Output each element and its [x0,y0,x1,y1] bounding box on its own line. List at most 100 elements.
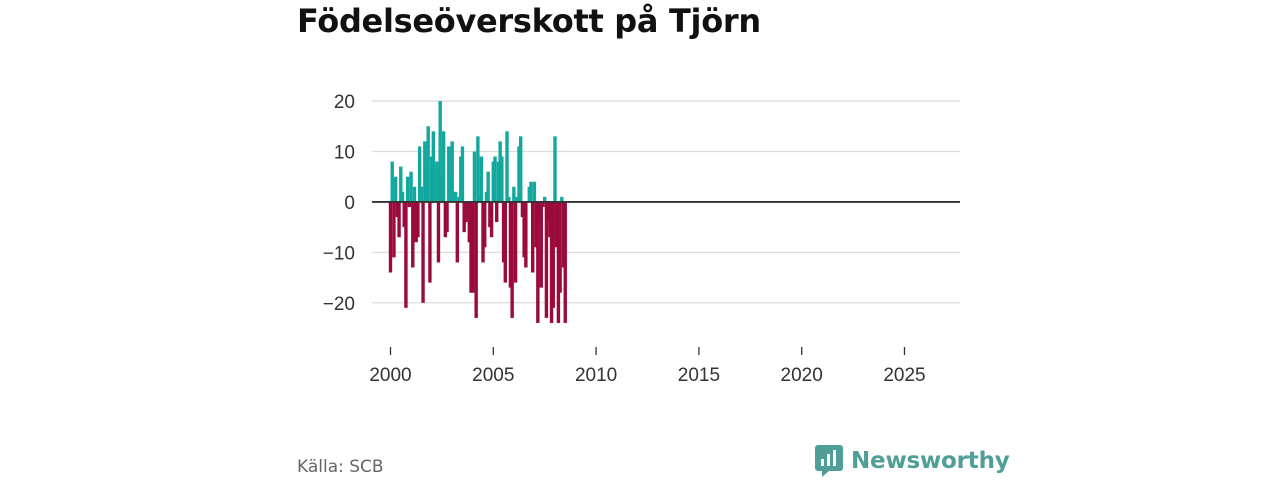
bar [515,196,519,202]
bar [512,186,516,202]
bar [481,201,485,263]
bar [428,201,432,283]
bar [424,166,429,202]
bar [508,201,513,288]
bar [471,201,475,293]
bar [436,201,441,263]
bar [534,201,538,248]
x-axis: 2000 2005 2010 2015 2020 2025 [369,347,926,386]
bar [455,201,460,263]
bar [464,201,468,223]
bar [495,201,499,223]
bar [412,186,417,202]
bar [400,191,405,202]
x-tick-label: 2020 [781,365,823,386]
bar [498,141,502,202]
bar [549,201,554,323]
bar [503,201,507,283]
y-tick-label: −20 [323,294,355,315]
x-tick-label: 2005 [472,365,514,386]
bar [537,201,542,223]
bar [529,181,533,202]
bars [388,101,567,323]
bar [452,191,456,202]
x-tick-label: 2000 [369,365,411,386]
bar [429,156,434,202]
bar [417,146,422,202]
bar [450,141,454,202]
bar [488,201,492,228]
bar [402,201,406,228]
bar [500,156,504,202]
bar [438,101,442,202]
bar [531,201,535,273]
bar [457,196,461,202]
bar [536,201,540,323]
bar [392,201,396,258]
bar [505,131,509,202]
bar [546,201,550,223]
bar [520,201,525,218]
bar [542,196,547,202]
newsworthy-logo-icon [815,445,843,477]
bar [441,131,446,202]
bar [491,161,495,202]
bar [453,191,458,202]
y-axis: 20 10 0 −10 −20 [323,92,355,315]
bar [445,201,449,233]
x-tick-label: 2025 [883,365,925,386]
bar [447,146,451,202]
bar [527,186,531,202]
bar [539,201,543,288]
bar [556,201,561,323]
x-tick-label: 2015 [678,365,720,386]
bar [479,156,483,202]
bar [411,201,415,268]
bar [484,191,489,202]
bar [561,201,566,268]
bar [462,201,466,233]
bar [404,201,408,308]
bar [493,156,497,202]
bar [513,201,518,283]
y-tick-label: 0 [344,193,355,214]
bar [486,171,490,202]
bar [553,136,557,202]
bar [541,201,545,207]
bar [507,196,511,202]
bar [517,146,521,202]
bar [551,201,555,308]
bar [554,201,559,248]
x-tick-label: 2010 [575,365,617,386]
y-tick-label: 20 [334,92,355,113]
bar [548,201,552,238]
bar [460,146,465,202]
bar [519,136,523,202]
bar [560,196,564,202]
bar [407,201,412,207]
bar [524,201,528,268]
bar [426,126,430,202]
bar [448,176,453,202]
bar [476,136,480,202]
bar [390,161,394,202]
bar [489,201,494,238]
bar [397,201,401,238]
bar [409,171,413,202]
bar [501,201,506,263]
bar [544,201,549,318]
bar [435,161,439,202]
bar [421,201,425,303]
bar [472,151,477,202]
bar [522,201,526,258]
bar [469,201,473,293]
bar [474,201,478,318]
bar [395,201,400,218]
y-tick-label: 10 [334,142,355,163]
bar [440,176,444,202]
brand-logo[interactable]: Newsworthy [815,445,1010,477]
bar [532,181,537,202]
bar [393,176,398,202]
bar [431,131,436,202]
source-label: Källa: SCB [297,457,384,477]
